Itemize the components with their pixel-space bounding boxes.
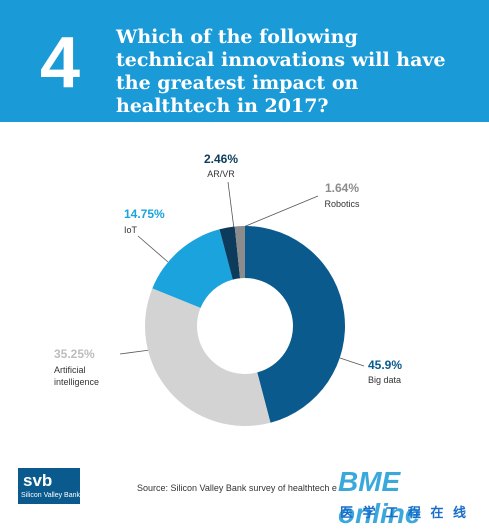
value-label: 1.64% <box>324 181 360 195</box>
question-number: 4 <box>40 23 81 103</box>
watermark-sub: 医 学 工 程 在 线 <box>340 505 470 520</box>
logo-text: svb <box>23 471 53 490</box>
donut-slice <box>245 226 345 423</box>
category-label: Robotics <box>324 199 360 209</box>
category-label: Artificial intelligence <box>54 365 100 387</box>
donut-slice <box>152 229 233 308</box>
value-label: 14.75% <box>124 207 165 221</box>
category-label: AR/VR <box>207 169 235 179</box>
donut-slice <box>145 288 271 426</box>
logo-subtext: Silicon Valley Bank <box>21 492 81 499</box>
header-banner: 4 Which of the following technical innov… <box>0 0 489 122</box>
question-title: Which of the following technical innovat… <box>116 26 446 117</box>
donut-slice <box>234 226 245 279</box>
value-label: 2.46% <box>203 152 239 166</box>
category-label: IoT <box>124 225 138 235</box>
logo: svb Silicon Valley Bank <box>18 468 80 504</box>
donut-slice <box>219 226 241 280</box>
value-label: 35.25% <box>54 347 95 361</box>
source: Source: Silicon Valley Bank survey of he… <box>137 483 337 493</box>
value-label: 45.9% <box>368 358 403 372</box>
category-label: Big data <box>368 375 402 385</box>
leader-lines <box>119 181 365 367</box>
